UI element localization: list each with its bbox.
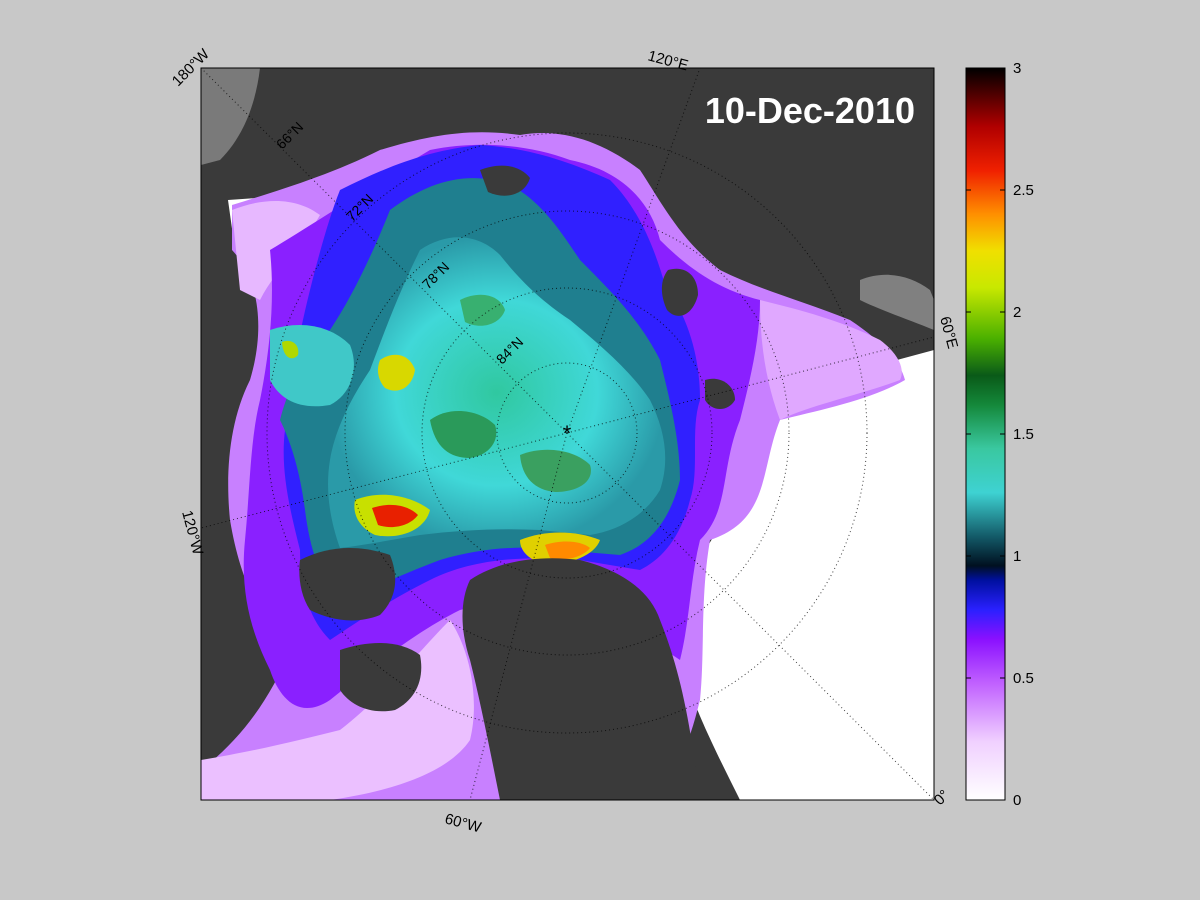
ice-yellow-beaufort: [377, 354, 415, 391]
graticule: [201, 68, 934, 800]
map-panel: * 10-Dec-2010: [201, 68, 934, 800]
land-greenland: [462, 558, 700, 800]
land-east-siberia-islands: [480, 165, 530, 196]
colorbar-tick-label: 0.5: [1013, 670, 1034, 687]
ice-green-2: [520, 449, 591, 492]
meridian-60w: [469, 432, 568, 800]
meridian-label-60w: 60°W: [443, 810, 484, 836]
land-svalbard: [661, 268, 698, 316]
meridian-0: [566, 432, 934, 800]
parallel-84n: [496, 362, 638, 504]
date-label: 10-Dec-2010: [705, 90, 915, 131]
colorbar-tick-label: 3: [1013, 60, 1021, 77]
colorbar-tick-label: 1: [1013, 548, 1021, 565]
colorbar-tick-label: 1.5: [1013, 426, 1034, 443]
ice-margin-east: [760, 300, 902, 420]
parallel-78n: [421, 287, 713, 579]
meridian-120e: [566, 68, 701, 434]
parallel-72n: [344, 210, 790, 656]
land-franz-josef: [705, 378, 735, 409]
ice-margin-light-south: [201, 620, 474, 800]
ice-red-canada: [372, 504, 418, 528]
meridian-60e: [566, 336, 934, 434]
north-pole-marker: *: [563, 421, 572, 446]
ice-green-3: [460, 294, 505, 326]
no-data-kara: [860, 274, 934, 330]
land-canada-islands: [299, 548, 396, 621]
map-frame: [200, 67, 935, 801]
colorbar-gradient: [965, 67, 1006, 801]
no-data-bering: [201, 68, 260, 165]
colorbar-tick-label: 0: [1013, 792, 1021, 809]
colorbar: 0 0.5 1 1.5 2 2.5 3: [965, 60, 1034, 809]
ice-yellow-beaufort-2: [282, 340, 299, 359]
meridian-label-60e: 60°E: [936, 315, 961, 351]
ice-orange-east-greenland: [545, 541, 590, 560]
land-canada-islands-2: [340, 643, 422, 712]
parallel-66n: [266, 132, 868, 734]
colorbar-ticks: 0 0.5 1 1.5 2 2.5 3: [966, 60, 1034, 809]
colorbar-tick-label: 2: [1013, 304, 1021, 321]
colorbar-tick-label: 2.5: [1013, 182, 1034, 199]
ice-green-1: [430, 410, 497, 458]
